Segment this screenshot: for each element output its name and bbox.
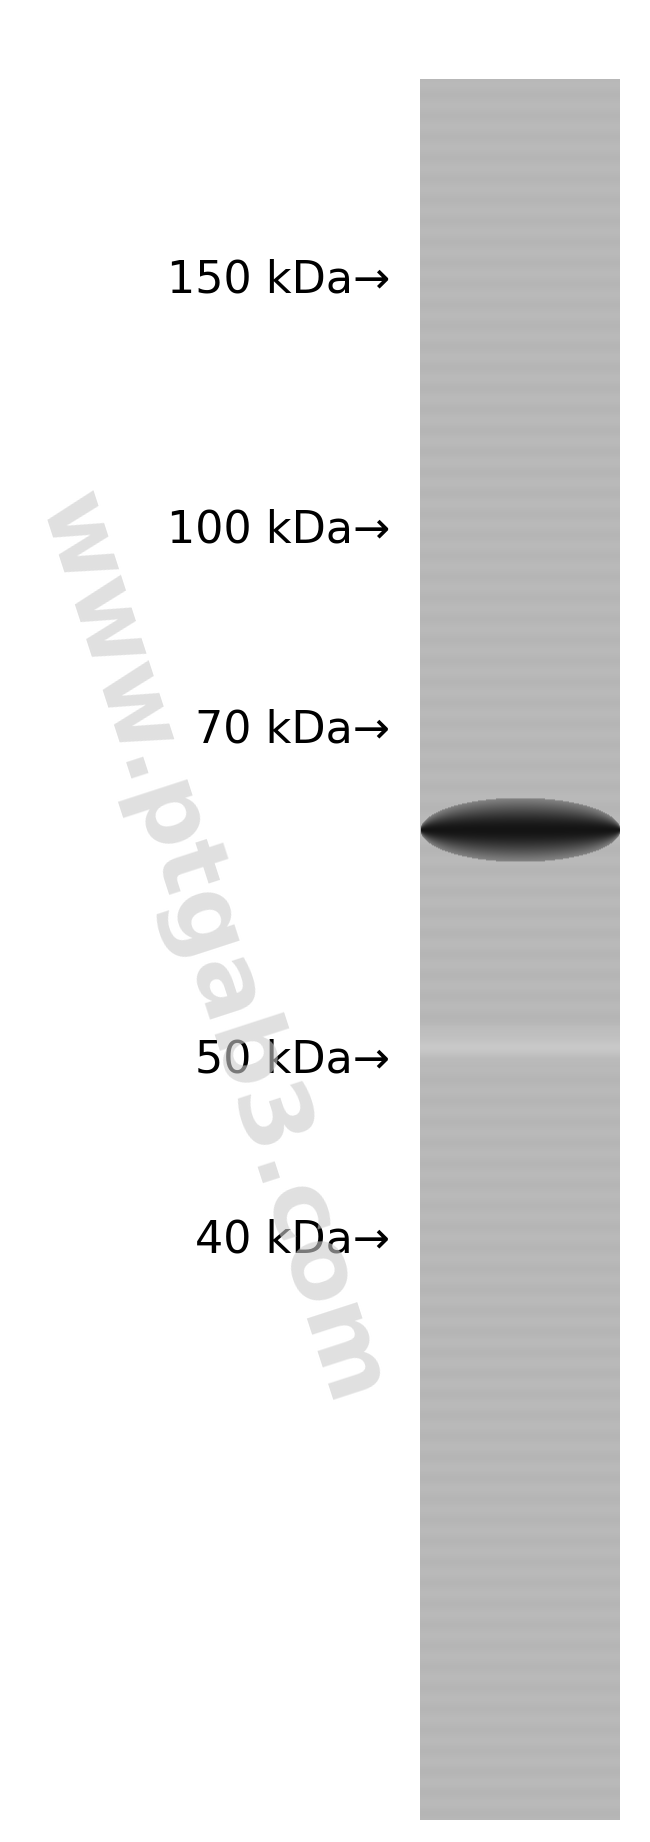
Text: 40 kDa→: 40 kDa→ (195, 1219, 390, 1262)
Text: 70 kDa→: 70 kDa→ (195, 709, 390, 752)
Text: 50 kDa→: 50 kDa→ (195, 1039, 390, 1081)
Text: 150 kDa→: 150 kDa→ (167, 258, 390, 302)
Text: 100 kDa→: 100 kDa→ (167, 508, 390, 551)
Text: www.ptgab3.com: www.ptgab3.com (18, 483, 402, 1416)
